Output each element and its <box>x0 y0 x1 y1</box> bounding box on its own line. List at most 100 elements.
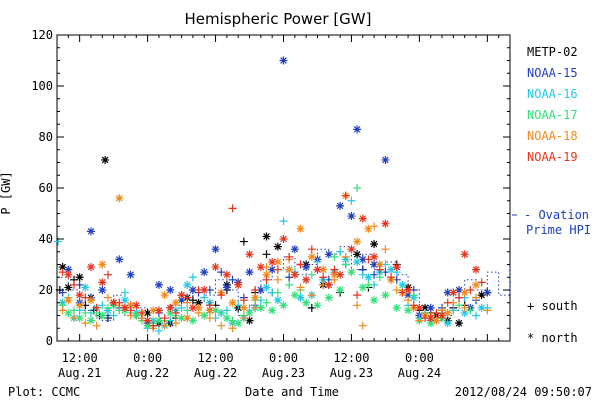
noaa-15-north-point <box>455 286 464 294</box>
noaa-19-south-point <box>92 303 101 312</box>
noaa-17-south-point <box>285 280 294 289</box>
noaa-19-north-point <box>64 270 73 279</box>
legend-item-noaa-17: NOAA-17 <box>527 108 578 122</box>
noaa-19-south-point <box>69 280 78 289</box>
noaa-18-north-point <box>262 270 271 279</box>
noaa-17-north-point <box>222 314 231 323</box>
noaa-18-south-point <box>381 245 390 254</box>
metp-02-north-point <box>143 308 152 317</box>
metp-02-north-point <box>64 283 73 292</box>
noaa-19-north-point <box>234 280 243 289</box>
noaa-19-south-point <box>477 278 486 287</box>
y-tick-label: 40 <box>39 232 53 246</box>
noaa-17-south-point <box>375 273 384 282</box>
noaa-16-south-point <box>336 247 345 256</box>
legend-item-ovation-line2: Prime HPI <box>526 223 591 237</box>
noaa-18-south-point <box>483 306 492 315</box>
noaa-16-south-point <box>200 293 209 302</box>
x-tick-time: 12:00 <box>197 351 233 365</box>
noaa-19-north-point <box>245 250 254 259</box>
noaa-19-south-point <box>353 291 362 300</box>
noaa-19-north-point <box>132 301 141 310</box>
noaa-17-north-point <box>245 308 254 317</box>
noaa-15-north-point <box>302 263 311 272</box>
noaa-18-north-point <box>194 303 203 312</box>
symbol-legend-south: + south <box>527 299 578 313</box>
noaa-18-north-point <box>375 260 384 269</box>
noaa-17-south-point <box>262 298 271 307</box>
noaa-15-north-point <box>188 286 197 294</box>
noaa-19-north-point <box>460 250 469 259</box>
noaa-19-north-point <box>358 214 367 223</box>
noaa-18-north-point <box>364 224 373 233</box>
noaa-17-north-point <box>381 291 390 300</box>
noaa-15-north-point <box>166 286 175 294</box>
noaa-18-south-point <box>58 306 67 315</box>
noaa-19-north-point <box>222 270 231 279</box>
noaa-18-south-point <box>103 293 112 302</box>
noaa-18-north-point <box>319 265 328 274</box>
noaa-18-south-point <box>415 316 424 325</box>
y-tick-label: 80 <box>39 130 53 144</box>
legend-item-noaa-16: NOAA-16 <box>527 87 578 101</box>
noaa-19-south-point <box>330 265 339 274</box>
x-tick-date: Aug.21 <box>58 366 101 380</box>
noaa-19-north-point <box>370 252 379 261</box>
noaa-15-north-point <box>268 265 277 274</box>
noaa-16-south-point <box>472 311 481 320</box>
x-tick-date: Aug.22 <box>126 366 169 380</box>
noaa-15-north-point <box>154 280 163 289</box>
noaa-17-north-point <box>426 319 435 328</box>
noaa-19-north-point <box>336 270 345 279</box>
noaa-18-north-point <box>149 306 158 315</box>
noaa-17-north-point <box>256 303 265 312</box>
noaa-15-north-point <box>443 288 452 297</box>
noaa-18-south-point <box>205 314 214 323</box>
x-tick-time: 0:00 <box>405 351 434 365</box>
noaa-16-north-point <box>460 308 469 317</box>
noaa-17-north-point <box>370 296 379 305</box>
noaa-16-south-point <box>120 288 129 297</box>
metp-02-north-point <box>421 303 430 312</box>
noaa-15-north-point <box>279 56 288 65</box>
noaa-16-north-point <box>364 273 373 282</box>
noaa-19-south-point <box>239 296 248 305</box>
noaa-17-south-point <box>353 184 362 192</box>
noaa-17-north-point <box>279 301 288 310</box>
noaa-18-north-point <box>285 265 294 274</box>
noaa-17-south-point <box>466 306 475 315</box>
y-tick-label: 100 <box>31 79 53 93</box>
noaa-17-north-point <box>302 298 311 307</box>
noaa-15-north-point <box>200 268 209 277</box>
metp-02-north-point <box>75 273 84 282</box>
noaa-18-north-point <box>251 293 260 302</box>
noaa-17-north-point <box>404 306 413 315</box>
noaa-15-north-point <box>126 270 135 279</box>
noaa-17-north-point <box>324 293 333 302</box>
noaa-18-north-point <box>64 296 73 305</box>
noaa-16-north-point <box>477 303 486 312</box>
noaa-18-north-point <box>205 306 214 315</box>
noaa-17-north-point <box>234 319 243 328</box>
noaa-15-north-point <box>426 303 435 312</box>
noaa-17-north-point <box>143 321 152 330</box>
legend-item-noaa-18: NOAA-18 <box>527 129 578 143</box>
noaa-15-north-point <box>324 250 333 259</box>
noaa-17-south-point <box>409 291 418 300</box>
noaa-15-north-point <box>381 155 390 164</box>
noaa-19-south-point <box>217 291 226 300</box>
noaa-19-north-point <box>290 270 299 279</box>
noaa-19-south-point <box>387 273 396 282</box>
y-axis-label: P [GW] <box>0 171 13 214</box>
plot-timestamp: 2012/08/24 09:50:07 <box>455 385 592 399</box>
noaa-19-north-point <box>449 288 458 297</box>
noaa-18-south-point <box>217 321 226 330</box>
noaa-15-north-point <box>64 265 73 274</box>
metp-02-north-point <box>370 240 379 249</box>
noaa-17-south-point <box>273 288 282 297</box>
noaa-18-south-point <box>341 252 350 261</box>
noaa-16-north-point <box>120 296 129 305</box>
noaa-17-north-point <box>177 314 186 323</box>
noaa-18-north-point <box>296 224 305 233</box>
noaa-19-north-point <box>438 311 447 320</box>
